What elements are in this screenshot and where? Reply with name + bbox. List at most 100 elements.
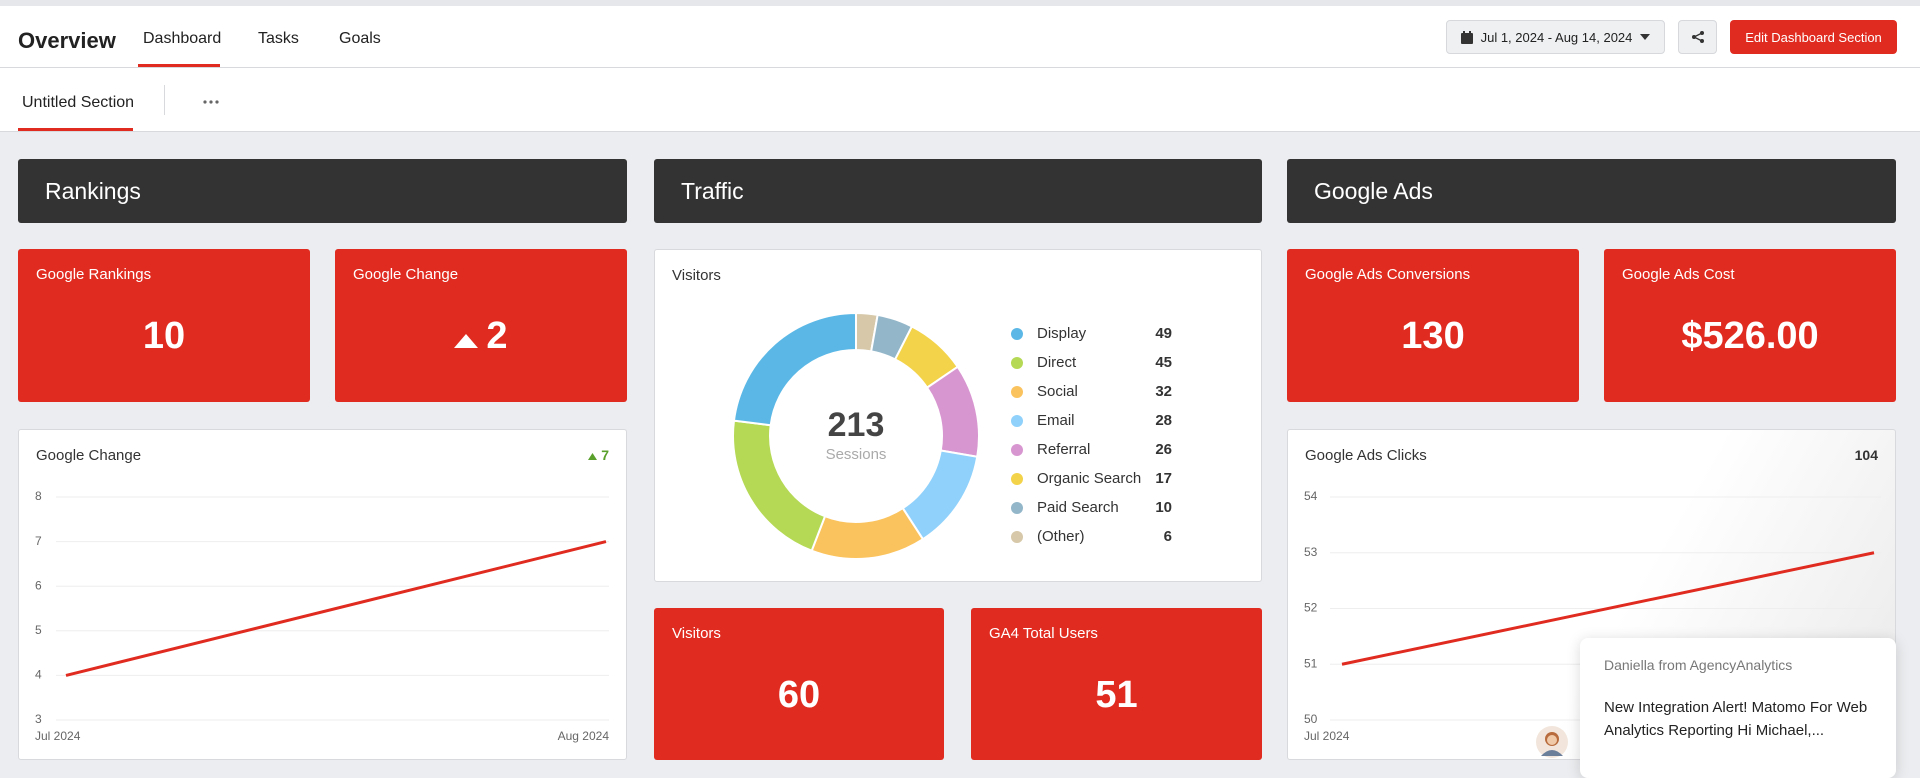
kpi-value: $526.00: [1681, 315, 1819, 357]
kpi-value: 51: [1095, 674, 1138, 716]
donut-total: 213: [828, 406, 885, 444]
legend-label: Social: [1037, 383, 1078, 400]
kpi-card: Google Ads Cost $526.00: [1604, 249, 1896, 402]
chart-title: Google Change: [36, 447, 142, 464]
y-tick-label: 52: [1304, 601, 1318, 615]
legend-value: 49: [1155, 325, 1172, 342]
y-tick-label: 3: [35, 712, 42, 726]
tab[interactable]: Tasks: [258, 30, 299, 47]
summary: 7: [588, 447, 609, 463]
section-underline: [18, 128, 133, 131]
legend-value: 28: [1155, 412, 1172, 429]
edit-button[interactable]: Edit Dashboard Section: [1730, 20, 1897, 54]
kpi-label: Visitors: [672, 625, 721, 642]
x-tick-label: Aug 2024: [558, 729, 610, 743]
legend-label: Referral: [1037, 441, 1090, 458]
donut-segment: [732, 419, 827, 553]
legend-swatch: [1011, 357, 1023, 369]
donut-segment: [732, 311, 857, 427]
kpi-value-wrap: 2: [335, 315, 627, 358]
kpi-value: 130: [1401, 315, 1465, 357]
chat-avatar[interactable]: [1536, 726, 1568, 758]
donut-chart: 213 Sessions Display 49 Direct 45 Social 32 Emai…: [732, 311, 1172, 560]
share-icon: [1691, 31, 1704, 43]
page-title: Overview: [18, 28, 116, 53]
section-header: Google Ads: [1287, 159, 1896, 223]
kpi-card: Visitors 60: [654, 608, 944, 760]
tab-underline: [138, 64, 220, 67]
share-button[interactable]: [1678, 20, 1717, 54]
legend-value: 26: [1155, 441, 1172, 458]
summary-value: 7: [601, 447, 609, 463]
kpi-value: 10: [142, 315, 186, 357]
section-tab[interactable]: Untitled Section: [22, 94, 135, 111]
legend-value: 17: [1155, 470, 1172, 487]
kpi-card: Google Rankings 10: [18, 249, 310, 402]
line-chart: 3 4 5 6 7 8 Jul 2024 Aug 2024: [35, 489, 610, 743]
y-tick-label: 5: [35, 623, 42, 637]
chart-title: Visitors: [672, 267, 721, 284]
date-range-button[interactable]: Jul 1, 2024 - Aug 14, 2024: [1446, 20, 1665, 54]
legend-value: 6: [1164, 528, 1172, 545]
legend-label: Organic Search: [1037, 470, 1141, 487]
chart-card: Google Change 7 3 4 5 6 7 8 Jul 2024 Aug 2024: [18, 429, 627, 760]
legend-value: 32: [1155, 383, 1172, 400]
legend-swatch: [1011, 531, 1023, 543]
caret-icon: [1640, 34, 1651, 40]
legend-swatch: [1011, 473, 1023, 485]
calendar-icon: [1460, 30, 1473, 44]
kpi-card: Google Ads Conversions 130: [1287, 249, 1579, 402]
kpi-label: Google Ads Conversions: [1305, 266, 1471, 283]
kpi-value: 60: [777, 674, 821, 716]
donut-total-label: Sessions: [826, 446, 887, 463]
y-tick-label: 53: [1304, 545, 1318, 559]
line: [65, 540, 607, 677]
y-tick-label: 54: [1304, 489, 1318, 503]
y-tick-label: 4: [35, 668, 42, 682]
line: [1341, 551, 1875, 666]
kpi-card: Google Change 2: [335, 249, 627, 402]
kpi-label: GA4 Total Users: [989, 625, 1098, 642]
chat-sender: Daniella from AgencyAnalytics: [1604, 657, 1793, 673]
tab[interactable]: Goals: [339, 30, 381, 47]
legend-value: 10: [1155, 499, 1172, 516]
summary-value: 104: [1854, 447, 1878, 463]
kpi-label: Google Rankings: [36, 266, 152, 283]
top-bar: Overview Dashboard Tasks Goals Jul 1, 20…: [0, 0, 1920, 68]
up-icon: [588, 453, 598, 460]
kpi-label: Google Change: [353, 266, 459, 283]
tab[interactable]: Dashboard: [143, 30, 222, 47]
kpi-value: 2: [486, 315, 508, 357]
legend-label: (Other): [1037, 528, 1085, 545]
y-tick-label: 51: [1304, 656, 1318, 670]
legend-value: 45: [1155, 354, 1172, 371]
y-tick-label: 8: [35, 489, 42, 503]
y-tick-label: 50: [1304, 712, 1318, 726]
x-tick-label: Jul 2024: [35, 729, 81, 743]
legend-swatch: [1011, 502, 1023, 514]
legend-swatch: [1011, 444, 1023, 456]
chart-title: Google Ads Clicks: [1305, 447, 1427, 464]
date-range: Jul 1, 2024 - Aug 14, 2024: [1480, 29, 1633, 45]
x-tick-label: Jul 2024: [1304, 729, 1350, 743]
donut-segment: [810, 506, 925, 560]
section-header: Rankings: [18, 159, 627, 223]
chat-message: New Integration Alert! Matomo For Web An…: [1604, 699, 1868, 739]
y-tick-label: 6: [35, 578, 42, 592]
legend-swatch: [1011, 386, 1023, 398]
legend-swatch: [1011, 415, 1023, 427]
legend-label: Display: [1037, 325, 1087, 342]
legend-label: Paid Search: [1037, 499, 1119, 516]
more-icon[interactable]: [203, 100, 219, 104]
legend-swatch: [1011, 328, 1023, 340]
kpi-label: Google Ads Cost: [1622, 266, 1735, 283]
divider: [164, 85, 165, 115]
kpi-card: GA4 Total Users 51: [971, 608, 1262, 760]
section-header: Traffic: [654, 159, 1262, 223]
y-tick-label: 7: [35, 534, 42, 548]
chat-popup[interactable]: Daniella from AgencyAnalytics New Integr…: [1580, 638, 1896, 778]
section-bar: Untitled Section: [0, 68, 1920, 132]
legend-label: Email: [1037, 412, 1075, 429]
up-icon: [454, 334, 479, 348]
